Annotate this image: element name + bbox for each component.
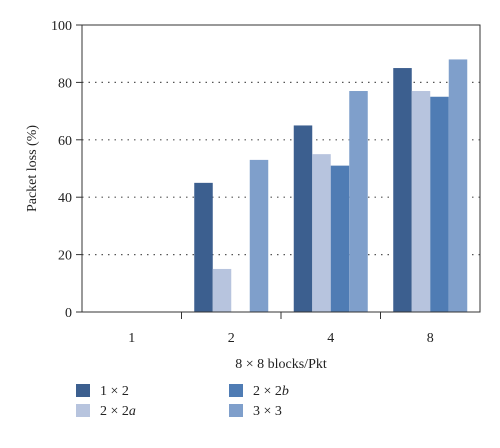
y-tick-label: 60 xyxy=(58,134,72,149)
bar xyxy=(249,159,269,312)
bar xyxy=(194,182,213,312)
y-tick-label: 40 xyxy=(58,191,72,206)
x-tick-label: 4 xyxy=(327,331,334,346)
bars xyxy=(194,59,468,312)
bar xyxy=(430,96,449,312)
bar xyxy=(393,68,412,312)
legend-label: 2 × 2b xyxy=(253,384,289,399)
bar xyxy=(411,91,431,312)
bar xyxy=(312,154,331,312)
x-tick-label: 2 xyxy=(228,331,235,346)
y-axis-title: Packet loss (%) xyxy=(25,125,40,212)
legend-label: 1 × 2 xyxy=(100,384,129,399)
legend-swatch xyxy=(229,404,243,417)
x-axis-title: 8 × 8 blocks/Pkt xyxy=(235,357,327,372)
bar xyxy=(330,165,350,312)
y-tick-label: 80 xyxy=(58,76,72,91)
bar xyxy=(293,125,313,312)
legend-label: 3 × 3 xyxy=(253,404,282,419)
bar xyxy=(212,268,232,312)
x-axis-ticks: 1 2 4 8 xyxy=(128,331,434,346)
y-tick-label: 20 xyxy=(58,249,72,264)
legend-label: 2 × 2a xyxy=(100,404,136,419)
x-tick-label: 1 xyxy=(128,331,135,346)
legend: 1 × 2 2 × 2a 2 × 2b 3 × 3 xyxy=(76,384,289,419)
legend-swatch xyxy=(76,404,90,417)
legend-swatch xyxy=(229,384,243,397)
x-tick-label: 8 xyxy=(427,331,434,346)
y-tick-label: 0 xyxy=(65,306,72,321)
legend-swatch xyxy=(76,384,90,397)
bar xyxy=(349,91,368,312)
y-tick-label: 100 xyxy=(51,19,72,34)
category-dividers xyxy=(181,312,381,319)
bar xyxy=(448,59,468,312)
y-axis-ticks: 0 20 40 60 80 100 xyxy=(51,19,82,321)
